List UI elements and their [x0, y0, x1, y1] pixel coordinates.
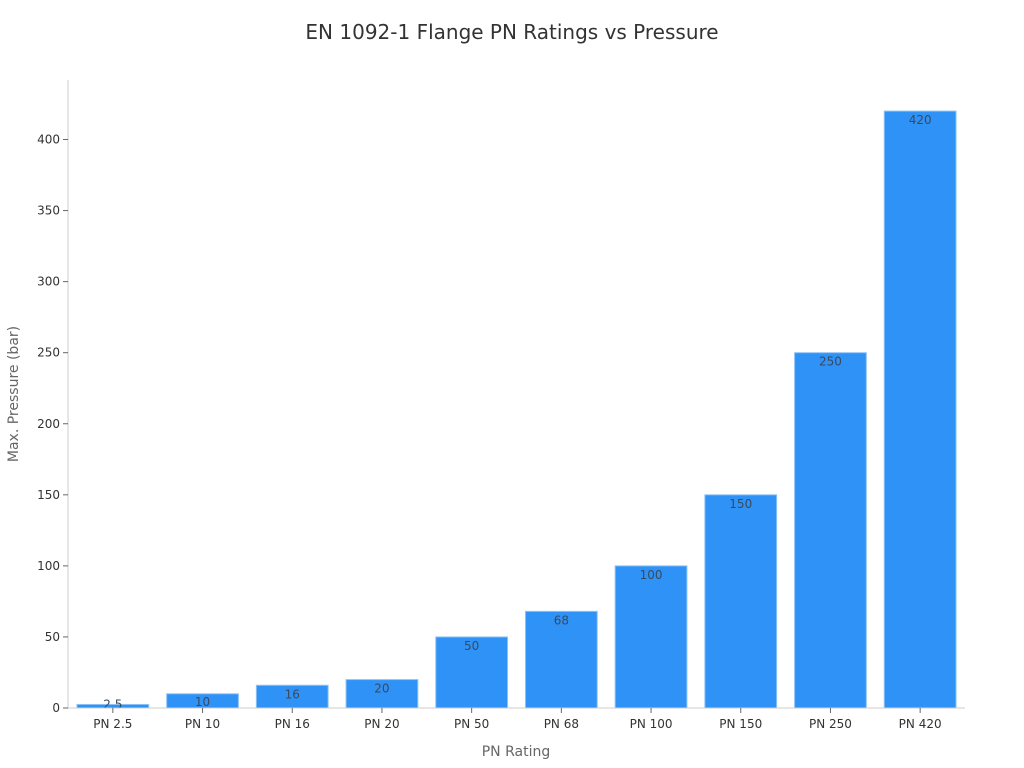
bar: [883, 110, 957, 709]
x-tick-label: PN 16: [275, 717, 310, 731]
y-tick-label: 100: [37, 559, 60, 573]
y-tick-label: 350: [37, 204, 60, 218]
bar-value-label: 10: [195, 695, 210, 709]
y-tick-label: 300: [37, 275, 60, 289]
bar: [614, 565, 688, 709]
bar: [704, 494, 778, 709]
x-tick-label: PN 10: [185, 717, 220, 731]
y-tick-label: 250: [37, 346, 60, 360]
bar-value-label: 68: [554, 613, 569, 627]
x-tick-label: PN 68: [544, 717, 579, 731]
x-tick-label: PN 150: [719, 717, 762, 731]
bar-value-label: 250: [819, 355, 842, 369]
x-tick-label: PN 20: [364, 717, 399, 731]
bar: [524, 610, 598, 709]
y-axis: 0 50 100 150 200 250 300 350 400: [37, 80, 69, 715]
bar-value-label: 20: [374, 682, 389, 696]
y-axis-label: Max. Pressure (bar): [6, 326, 22, 462]
chart-title: EN 1092-1 Flange PN Ratings vs Pressure: [305, 20, 719, 44]
bar-value-label: 16: [285, 687, 300, 701]
y-tick-label: 50: [45, 630, 60, 644]
x-tick-label: PN 420: [899, 717, 942, 731]
x-tick-label: PN 50: [454, 717, 489, 731]
bar-value-label: 150: [729, 497, 752, 511]
y-tick-label: 0: [52, 701, 60, 715]
y-tick-label: 400: [37, 133, 60, 147]
x-tick-label: PN 250: [809, 717, 852, 731]
x-axis: PN 2.5 PN 10 PN 16 PN 20 PN 50 PN 68 PN 100 PN …: [68, 707, 965, 731]
x-tick-label: PN 2.5: [93, 717, 132, 731]
x-tick-label: PN 100: [630, 717, 673, 731]
y-tick-label: 200: [37, 417, 60, 431]
bar-value-label: 100: [640, 568, 663, 582]
bar: [435, 636, 509, 709]
x-axis-label: PN Rating: [482, 744, 551, 760]
y-tick-label: 150: [37, 488, 60, 502]
bar: [794, 352, 867, 709]
bar-value-label: 50: [464, 639, 479, 653]
bar-value-label: 420: [909, 113, 932, 127]
